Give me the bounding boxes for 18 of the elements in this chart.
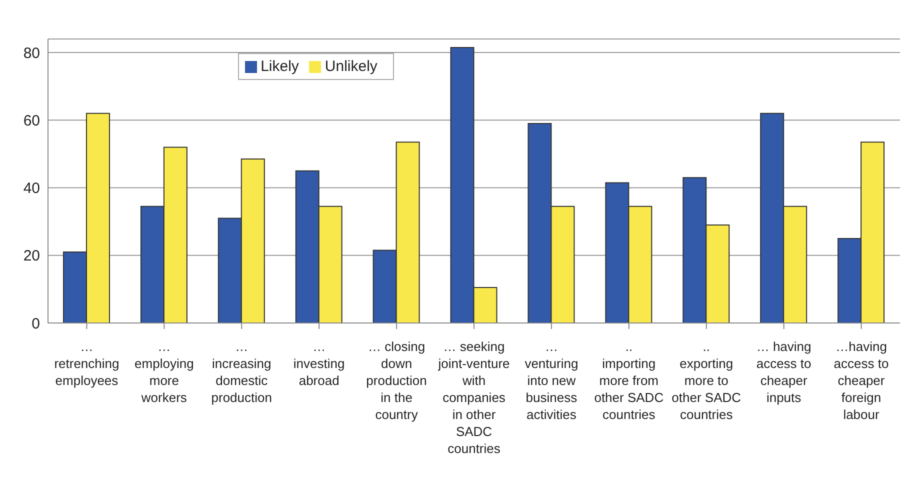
x-tick-label: .. exporting more to other SADC countries xyxy=(672,339,742,422)
x-tick-label: … venturing into new business activities xyxy=(524,339,578,422)
x-tick-label: … investing abroad xyxy=(293,339,345,388)
x-tick-label: …having access to cheaper foreign labour xyxy=(834,339,889,422)
x-tick-label: … having access to cheaper inputs xyxy=(756,339,812,405)
legend-label: Likely xyxy=(260,58,299,75)
x-tick-label: … seeking joint-venture with companies in other SADC countries xyxy=(437,339,510,456)
x-tick-label: … increasing domestic production xyxy=(211,339,272,405)
y-tick-label: 20 xyxy=(23,248,40,265)
legend-label: Unlikely xyxy=(324,58,378,75)
x-tick-label: … retrenching employees xyxy=(54,339,120,388)
x-tick-label: .. importing more from other SADC countries xyxy=(594,339,664,422)
y-tick-label: 0 xyxy=(32,315,40,332)
y-tick-label: 80 xyxy=(23,44,40,62)
x-tick-label: … closing down production in the country xyxy=(366,339,427,422)
y-tick-label: 40 xyxy=(23,180,40,198)
y-tick-label: 60 xyxy=(23,112,40,130)
x-tick-label: … employing more workers xyxy=(134,339,194,405)
